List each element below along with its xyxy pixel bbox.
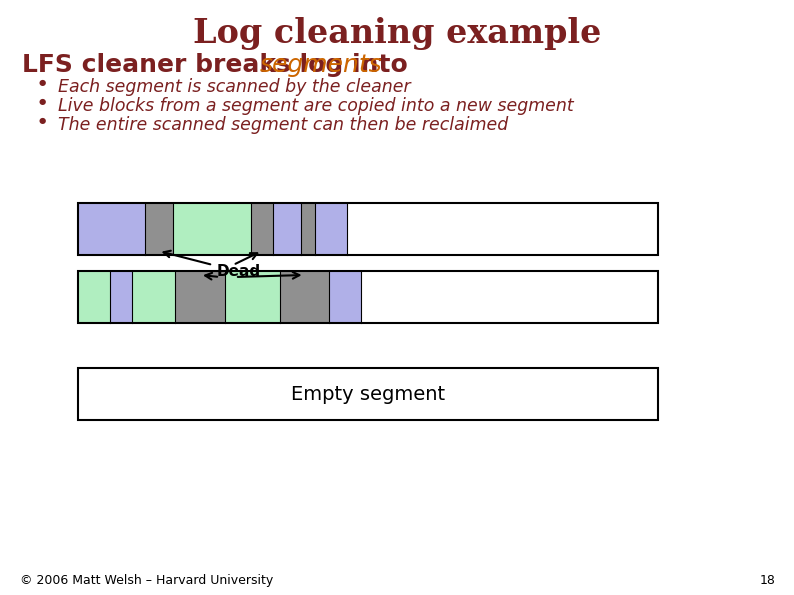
Text: Live blocks from a segment are copied into a new segment: Live blocks from a segment are copied in… xyxy=(58,97,574,115)
Bar xyxy=(78,368,658,420)
Bar xyxy=(273,203,301,255)
Bar xyxy=(110,271,132,323)
Bar xyxy=(78,271,658,323)
Text: The entire scanned segment can then be reclaimed: The entire scanned segment can then be r… xyxy=(58,116,508,134)
Bar xyxy=(145,203,172,255)
Bar xyxy=(78,271,110,323)
Text: ●: ● xyxy=(38,116,45,125)
Text: Dead: Dead xyxy=(217,265,261,280)
Text: © 2006 Matt Welsh – Harvard University: © 2006 Matt Welsh – Harvard University xyxy=(20,574,273,587)
Bar xyxy=(78,203,145,255)
Bar xyxy=(315,203,347,255)
Bar xyxy=(175,271,225,323)
Text: LFS cleaner breaks log into: LFS cleaner breaks log into xyxy=(22,53,417,77)
Text: segments: segments xyxy=(260,53,383,77)
Text: Log cleaning example: Log cleaning example xyxy=(193,17,601,50)
Bar xyxy=(132,271,175,323)
Text: 18: 18 xyxy=(760,574,776,587)
Bar xyxy=(361,271,658,323)
Bar xyxy=(251,203,273,255)
Text: ●: ● xyxy=(38,78,45,87)
Text: ●: ● xyxy=(38,97,45,106)
Bar xyxy=(172,203,251,255)
Bar xyxy=(347,203,658,255)
Bar xyxy=(78,203,658,255)
Text: Empty segment: Empty segment xyxy=(291,384,445,403)
Text: Each segment is scanned by the cleaner: Each segment is scanned by the cleaner xyxy=(58,78,410,96)
Bar xyxy=(301,203,315,255)
Bar xyxy=(330,271,361,323)
Bar xyxy=(279,271,330,323)
Bar xyxy=(225,271,279,323)
